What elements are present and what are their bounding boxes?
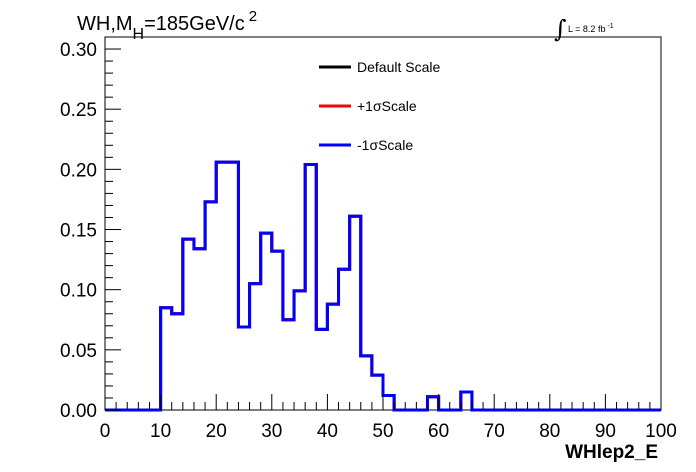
histogram-series-1 [105,160,661,412]
luminosity-text: L = 8.2 fb -1 [568,23,614,34]
legend-label-plus-1sigma-scale: +1σScale [357,98,417,114]
title-mid: =185GeV/c [144,13,245,35]
y-tick-label: 0.30 [60,40,97,61]
y-tick-label: 0.05 [60,341,97,362]
axis-ticks-group [104,36,662,411]
histogram-series-group [105,160,661,412]
legend-entry-minus-1sigma-scale: -1σScale [319,137,413,153]
plot-frame [104,36,662,411]
x-tick-label: 70 [484,421,505,442]
x-axis-label: WHlep2_E [565,442,658,463]
legend-label-default-scale: Default Scale [357,59,440,75]
legend-label-minus-1sigma-scale: -1σScale [357,137,413,153]
x-tick-label: 0 [100,421,111,442]
x-tick-label: 50 [372,421,393,442]
chart-title: WH,MH=185GeV/c 2 [77,8,257,43]
x-tick-label: 100 [645,421,677,442]
y-tick-label: 0.25 [60,100,97,121]
histogram-series-2 [105,160,661,412]
x-tick-label: 10 [150,421,171,442]
legend-entry-default-scale: Default Scale [319,59,440,75]
luminosity-label: ∫ L = 8.2 fb -1 [554,15,614,43]
histogram-series-0 [105,160,661,412]
x-tick-label: 80 [539,421,560,442]
x-tick-label: 30 [261,421,282,442]
y-tick-label: 0.15 [60,221,97,242]
x-tick-label: 60 [428,421,449,442]
title-superscript: 2 [249,8,257,25]
luminosity-superscript: -1 [607,23,613,30]
x-tick-label: 90 [595,421,616,442]
integral-sign: ∫ [554,15,567,43]
title-subscript: H [133,26,145,43]
y-tick-label: 0.00 [60,401,97,422]
y-tick-label: 0.10 [60,281,97,302]
title-main: WH,M [77,13,133,35]
y-tick-label: 0.20 [60,160,97,181]
x-tick-label: 20 [206,421,227,442]
x-tick-label: 40 [317,421,338,442]
axis-tick-labels-group: 0 10 20 30 40 50 60 70 80 90 100 0.00 0.05 0.10 0.15 0.… [60,40,677,442]
legend: Default Scale +1σScale -1σScale [319,59,440,153]
legend-entry-plus-1sigma-scale: +1σScale [319,98,417,114]
luminosity-main: L = 8.2 fb [568,24,605,34]
